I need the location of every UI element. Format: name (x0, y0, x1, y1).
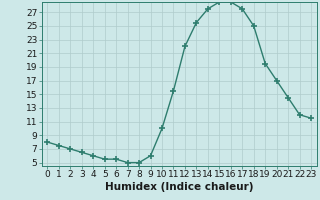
X-axis label: Humidex (Indice chaleur): Humidex (Indice chaleur) (105, 182, 253, 192)
